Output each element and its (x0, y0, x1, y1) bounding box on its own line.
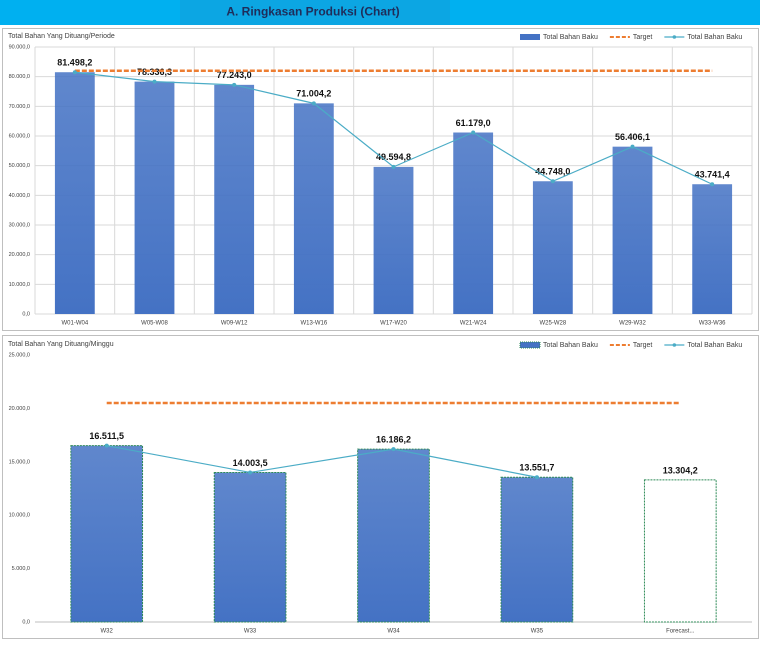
x-tick-label: W33-W36 (699, 321, 726, 327)
x-tick-label: W35 (531, 629, 544, 635)
line-marker (72, 70, 77, 75)
legend-label: Target (633, 342, 653, 349)
x-tick-label: W01-W04 (61, 321, 88, 327)
y-tick-label: 0,0 (22, 619, 30, 625)
y-tick-label: 10.000,0 (9, 513, 30, 519)
y-tick-label: 20.000,0 (9, 406, 30, 412)
legend-label: Target (633, 34, 653, 41)
header-title: A. Ringkasan Produksi (Chart) (226, 5, 399, 19)
legend-swatch (520, 34, 540, 40)
data-label: 44.748,0 (535, 167, 570, 177)
line (106, 445, 538, 478)
bar (214, 84, 255, 314)
y-tick-label: 5.000,0 (12, 566, 30, 572)
x-tick-label: W34 (387, 629, 400, 635)
bar (54, 72, 95, 314)
y-tick-label: 0,0 (22, 311, 30, 317)
y-tick-label: 80.000,0 (9, 74, 30, 80)
y-axis-label: Total Bahan Yang Dituang/Minggu (8, 341, 114, 348)
y-tick-label: 90.000,0 (9, 44, 30, 50)
data-label: 77.243,0 (217, 70, 252, 80)
line-marker (630, 144, 635, 149)
x-tick-label: W32 (101, 629, 114, 635)
x-tick-label: W17-W20 (380, 321, 407, 327)
legend-label: Total Bahan Baku (543, 34, 598, 41)
y-tick-label: 25.000,0 (9, 352, 30, 358)
y-axis-label: Total Bahan Yang Dituang/Periode (8, 33, 115, 40)
y-tick-label: 15.000,0 (9, 459, 30, 465)
legend-label: Total Bahan Baku (687, 342, 742, 349)
data-label: 14.003,5 (233, 458, 268, 468)
data-label: 16.186,2 (376, 435, 411, 445)
x-tick-label: W09-W12 (221, 321, 248, 327)
line-marker (391, 164, 396, 169)
bar (70, 445, 144, 623)
x-tick-label: Forecast... (666, 629, 695, 635)
y-tick-label: 40.000,0 (9, 193, 30, 199)
data-label: 56.406,1 (615, 132, 650, 142)
bar (500, 476, 574, 623)
bar (357, 448, 430, 623)
y-tick-label: 50.000,0 (9, 163, 30, 169)
bar (213, 471, 287, 623)
data-label: 13.304,2 (663, 465, 698, 475)
legend-swatch (519, 341, 541, 349)
data-label: 71.004,2 (296, 89, 331, 99)
legend-marker (672, 343, 677, 347)
bar (532, 181, 573, 314)
bar (134, 81, 175, 314)
bar (643, 479, 717, 623)
line-marker (391, 447, 396, 452)
data-label: 81.498,2 (57, 58, 92, 68)
y-tick-label: 60.000,0 (9, 133, 30, 139)
line-marker (152, 79, 157, 84)
x-tick-label: W29-W32 (619, 321, 646, 327)
x-tick-label: W33 (244, 629, 257, 635)
line-marker (104, 443, 109, 448)
y-tick-label: 70.000,0 (9, 104, 30, 110)
line-marker (232, 82, 237, 87)
line-marker (471, 130, 476, 135)
bar (373, 166, 414, 314)
x-tick-label: W25-W28 (539, 321, 566, 327)
line-marker (311, 101, 316, 106)
line-marker (534, 475, 539, 480)
data-label: 13.551,7 (519, 463, 554, 473)
header-cell (180, 0, 450, 25)
bar (293, 103, 334, 314)
data-label: 49.594,8 (376, 152, 411, 162)
legend-label: Total Bahan Baku (687, 34, 742, 41)
bar (692, 184, 733, 314)
line-marker (710, 182, 715, 187)
bar (612, 146, 653, 314)
data-label: 43.741,4 (695, 170, 730, 180)
y-tick-label: 30.000,0 (9, 222, 30, 228)
x-tick-label: W13-W16 (300, 321, 327, 327)
data-label: 16.511,5 (89, 431, 124, 441)
data-label: 61.179,0 (456, 118, 491, 128)
bar (453, 132, 494, 314)
x-tick-label: W05-W08 (141, 321, 168, 327)
line-marker (550, 179, 555, 184)
legend-marker (672, 35, 677, 39)
line-marker (248, 470, 253, 475)
x-tick-label: W21-W24 (460, 321, 487, 327)
legend-label: Total Bahan Baku (543, 342, 598, 349)
y-tick-label: 10.000,0 (9, 282, 30, 288)
y-tick-label: 20.000,0 (9, 252, 30, 258)
